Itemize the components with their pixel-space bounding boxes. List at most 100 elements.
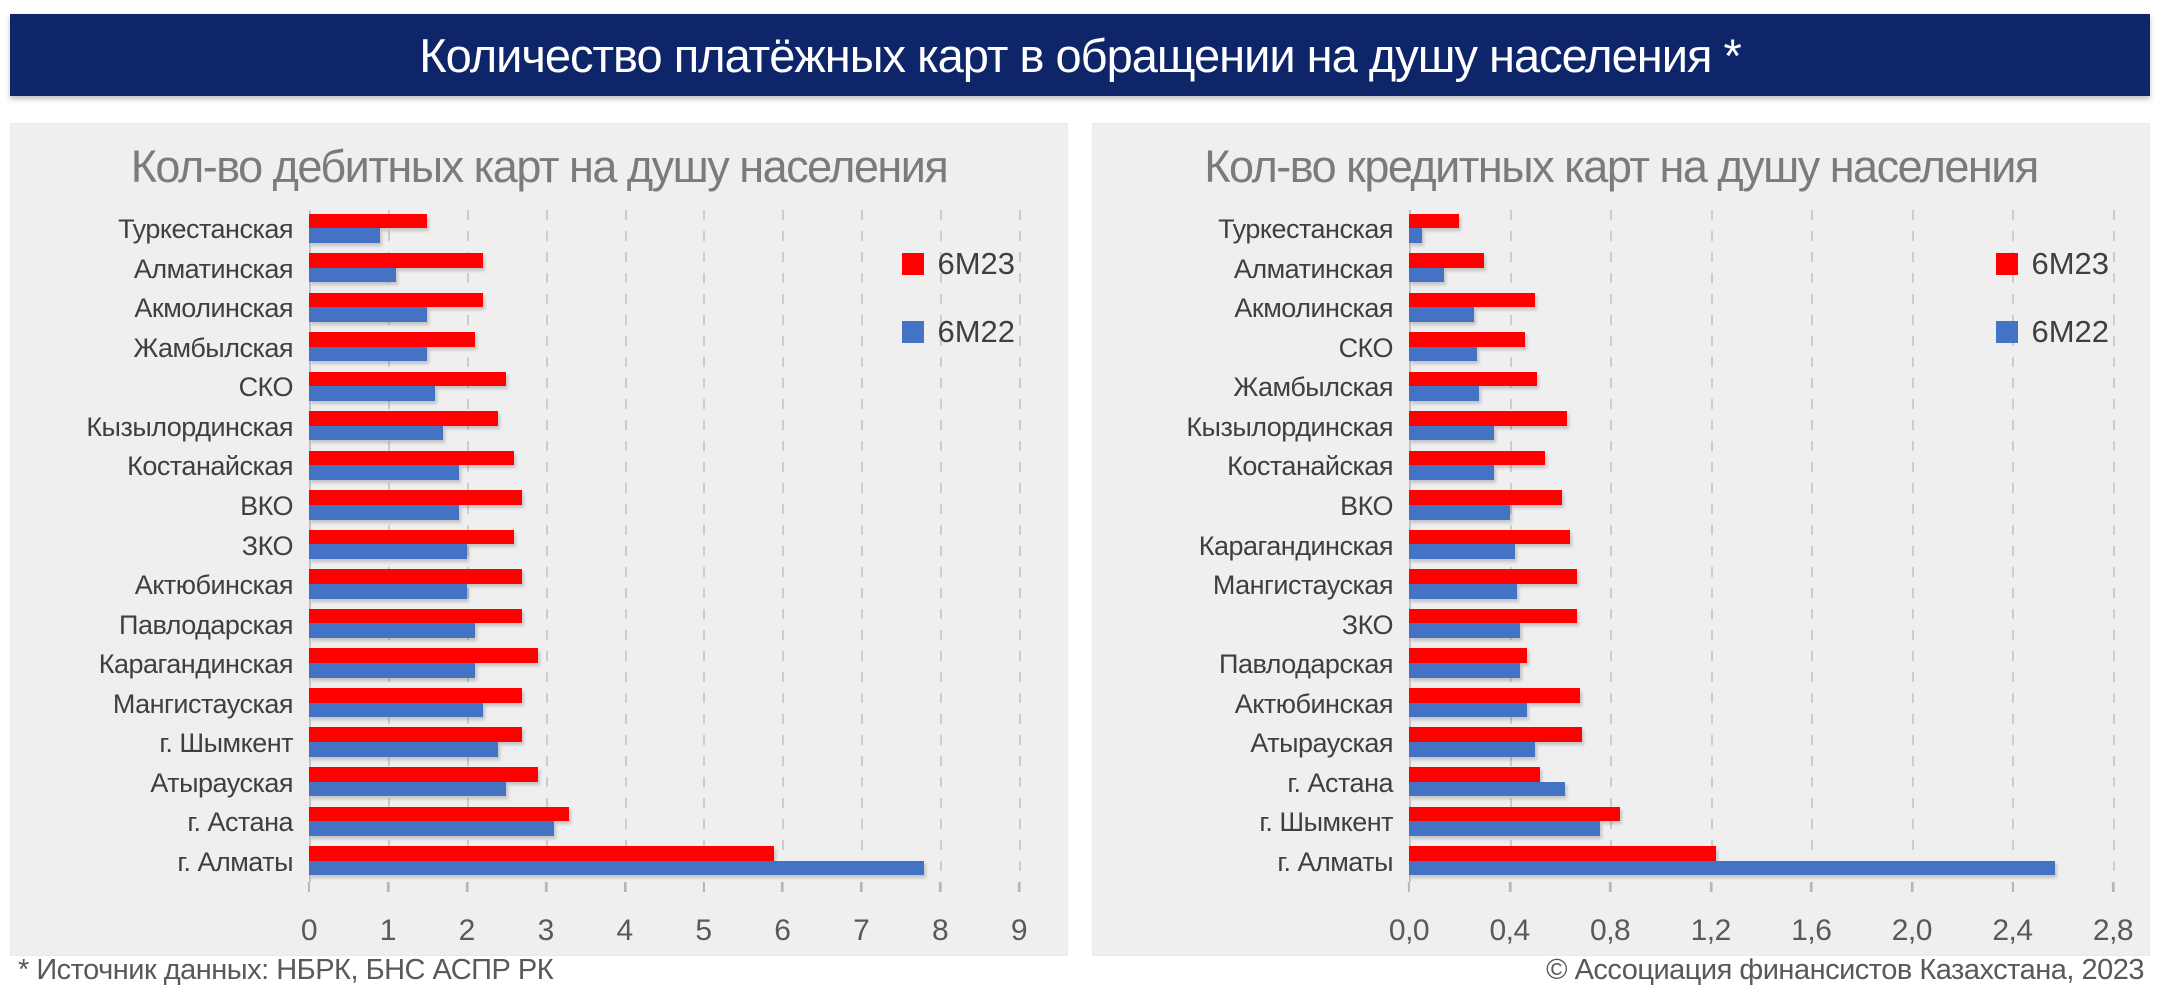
bar-6м22	[1409, 663, 1520, 678]
tick-mark	[1508, 882, 1511, 892]
gridline	[1911, 210, 1914, 892]
bar-row	[1409, 447, 2113, 487]
x-tick-label: 7	[853, 914, 870, 947]
bar-6м22	[309, 386, 436, 401]
bar-6м22	[1409, 346, 1477, 362]
bar-rows	[1409, 210, 2113, 882]
x-tick-label: 1,2	[1690, 914, 1732, 947]
legend-label: 6М23	[2031, 246, 2109, 281]
bar-6м22	[1409, 228, 1422, 243]
category-label: ЗКО	[241, 530, 294, 561]
gridline	[2012, 210, 2015, 892]
bar-6м22	[309, 267, 396, 283]
bar-6м23	[309, 766, 538, 782]
x-tick: 0,4	[1489, 882, 1530, 948]
bar-6м22	[1409, 583, 1518, 599]
bar-6м23	[309, 292, 483, 308]
legend-swatch	[1996, 253, 2019, 275]
bar-row	[1409, 803, 2113, 843]
bar-6м22	[1409, 425, 1495, 441]
category-label: Атырауская	[150, 767, 293, 798]
x-tick: 6	[774, 882, 791, 948]
bar-6м22	[309, 742, 499, 757]
bar-6м23	[1409, 806, 1621, 822]
legend-label: 6М22	[937, 314, 1015, 349]
tick-mark	[465, 882, 468, 892]
bar-6м23	[309, 490, 522, 505]
bar-row	[309, 605, 1019, 645]
bar-row	[309, 487, 1019, 527]
bar-6м23	[1409, 371, 1538, 387]
legend: 6М23 6М22	[902, 246, 1015, 350]
bar-row	[1409, 368, 2113, 408]
copyright-note: © Ассоциация финансистов Казахстана, 202…	[1546, 954, 2144, 986]
bar-row	[1409, 843, 2113, 883]
x-tick: 2,4	[1992, 882, 2033, 948]
bar-6м23	[309, 806, 570, 822]
tick-mark	[2112, 882, 2114, 892]
category-label: Павлодарская	[119, 609, 293, 640]
category-label: Костанайская	[127, 451, 293, 482]
legend-item: 6М22	[1996, 314, 2109, 350]
x-tick-label: 3	[537, 914, 555, 947]
tick-mark	[623, 882, 626, 892]
bar-6м22	[1409, 386, 1480, 401]
bar-row	[1409, 684, 2113, 724]
bar-6м22	[1409, 267, 1445, 283]
bar-6м23	[1409, 727, 1583, 743]
bar-row	[1409, 329, 2113, 369]
bar-row	[309, 329, 1019, 369]
bar-row	[1409, 566, 2113, 606]
bar-6м22	[1409, 821, 1601, 836]
bar-row	[309, 843, 1019, 883]
legend-item: 6М22	[902, 314, 1015, 350]
x-tick-label: 0,8	[1590, 914, 1631, 947]
bar-6м23	[309, 648, 538, 664]
bar-6м22	[1409, 307, 1475, 322]
legend-item: 6М23	[902, 246, 1015, 282]
bar-row	[309, 803, 1019, 843]
category-label: г. Шымкент	[159, 728, 293, 759]
bar-row	[1409, 645, 2113, 685]
x-tick-label: 5	[695, 914, 712, 947]
bar-6м22	[309, 307, 428, 322]
bar-6м23	[1409, 253, 1485, 268]
page-title: Количество платёжных карт в обращении на…	[419, 28, 1742, 82]
bar-row	[1409, 487, 2113, 527]
category-label: Карагандинская	[98, 649, 294, 680]
bar-6м22	[309, 583, 467, 599]
tick-mark	[1709, 882, 1712, 892]
bar-6м23	[309, 411, 499, 426]
category-label: Актюбинская	[134, 570, 294, 601]
plot-area: 6М23 6М22	[1409, 210, 2115, 892]
bar-6м23	[309, 569, 522, 584]
legend: 6М23 6М22	[1996, 246, 2109, 350]
credit-cards-chart-panel: Кол-во кредитных карт на душу населения …	[1092, 123, 2150, 956]
tick-mark	[544, 882, 547, 892]
category-label: Алматинская	[1233, 253, 1394, 284]
tick-mark	[308, 882, 310, 892]
category-label: г. Алматы	[177, 846, 293, 877]
bar-6м23	[309, 371, 507, 387]
bar-6м23	[1409, 411, 1568, 426]
bar-row	[309, 447, 1019, 487]
bar-row	[1409, 763, 2113, 803]
x-tick-label: 2	[458, 914, 476, 947]
bar-6м22	[309, 623, 475, 639]
plot-area: 6М23 6М22	[309, 210, 1021, 892]
gridline	[1610, 210, 1613, 892]
bar-6м22	[309, 346, 428, 362]
bar-6м23	[309, 529, 515, 545]
gridline	[2113, 210, 2115, 892]
gridline	[466, 210, 469, 892]
x-tick: 1,2	[1691, 882, 1731, 948]
x-tick-label: 2,8	[2092, 914, 2134, 947]
category-label: СКО	[1338, 332, 1394, 363]
category-label: г. Шымкент	[1259, 807, 1393, 838]
bar-6м22	[1409, 781, 1565, 797]
x-tick: 7	[853, 882, 870, 948]
bar-6м23	[1409, 332, 1525, 347]
gridline	[782, 210, 785, 892]
bar-6м22	[309, 425, 444, 441]
bar-6м22	[309, 702, 483, 718]
